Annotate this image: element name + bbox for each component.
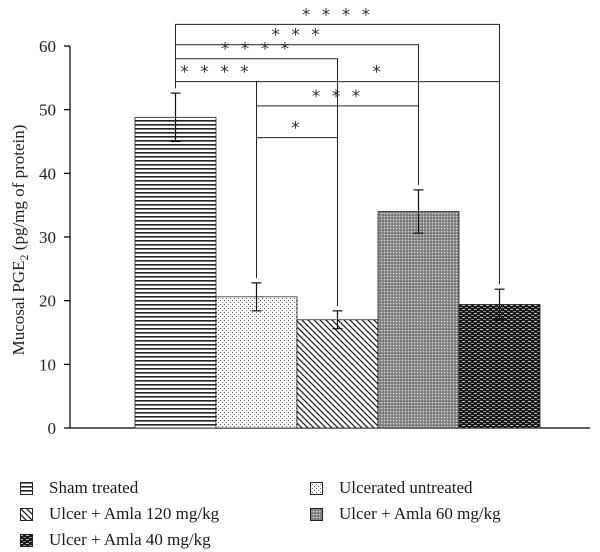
significance-label: * * * * — [180, 63, 251, 83]
y-axis-title-suffix: (pg/mg of protein) — [9, 125, 28, 255]
legend-swatch-2 — [310, 481, 323, 495]
significance-label: * * * — [312, 87, 363, 107]
y-tick-label: 60 — [39, 37, 56, 56]
legend: Sham treated Ulcerated untreated Ulcer + A… — [20, 476, 580, 552]
error-bar-1 — [170, 92, 181, 143]
legend-swatch-3 — [20, 507, 33, 521]
legend-swatch-5 — [20, 533, 33, 547]
y-axis-title-prefix: Mucosal PGE — [9, 260, 28, 355]
legend-item-2: Ulcerated untreated — [310, 476, 580, 500]
legend-swatch-4 — [310, 507, 323, 521]
legend-item-5: Ulcer + Amla 40 mg/kg — [20, 528, 310, 552]
y-tick-label: 50 — [39, 101, 56, 120]
bars — [134, 116, 541, 429]
significance-label: * — [372, 63, 384, 83]
significance-bracket-5: * — [256, 119, 338, 306]
legend-item-3: Ulcer + Amla 120 mg/kg — [20, 502, 310, 526]
y-tick-label: 20 — [39, 292, 56, 311]
y-tick-label: 40 — [39, 164, 56, 183]
error-bar-5 — [494, 288, 505, 321]
significance-brackets: * * * ** * * ** * ** * * *** * ** — [175, 5, 500, 306]
y-axis-title-subscript: 2 — [17, 254, 31, 260]
y-axis-title: Mucosal PGE2 (pg/mg of protein) — [9, 125, 31, 356]
error-bars — [170, 92, 505, 330]
significance-bracket-7: * — [256, 63, 500, 285]
bar-3 — [296, 319, 379, 429]
significance-label: * * * * — [302, 5, 373, 25]
bar-2 — [215, 296, 298, 429]
legend-item-4: Ulcer + Amla 60 mg/kg — [310, 502, 580, 526]
error-bar-2 — [251, 282, 262, 312]
legend-label: Ulcerated untreated — [339, 478, 473, 497]
legend-label: Ulcer + Amla 60 mg/kg — [339, 504, 501, 523]
y-tick-label: 0 — [48, 419, 57, 438]
bar-5 — [458, 304, 541, 429]
legend-item-1: Sham treated — [20, 476, 310, 500]
bar-1 — [134, 116, 217, 429]
legend-label: Sham treated — [49, 478, 139, 497]
legend-swatch-1 — [20, 481, 33, 495]
significance-label: * — [291, 119, 303, 139]
y-tick-label: 30 — [39, 228, 56, 247]
significance-label: * * * — [271, 26, 322, 46]
bar-4 — [377, 211, 460, 429]
error-bar-4 — [413, 189, 424, 234]
legend-label: Ulcer + Amla 40 mg/kg — [49, 530, 211, 549]
error-bar-3 — [332, 310, 343, 330]
legend-label: Ulcer + Amla 120 mg/kg — [49, 504, 220, 523]
y-tick-label: 10 — [39, 355, 56, 374]
